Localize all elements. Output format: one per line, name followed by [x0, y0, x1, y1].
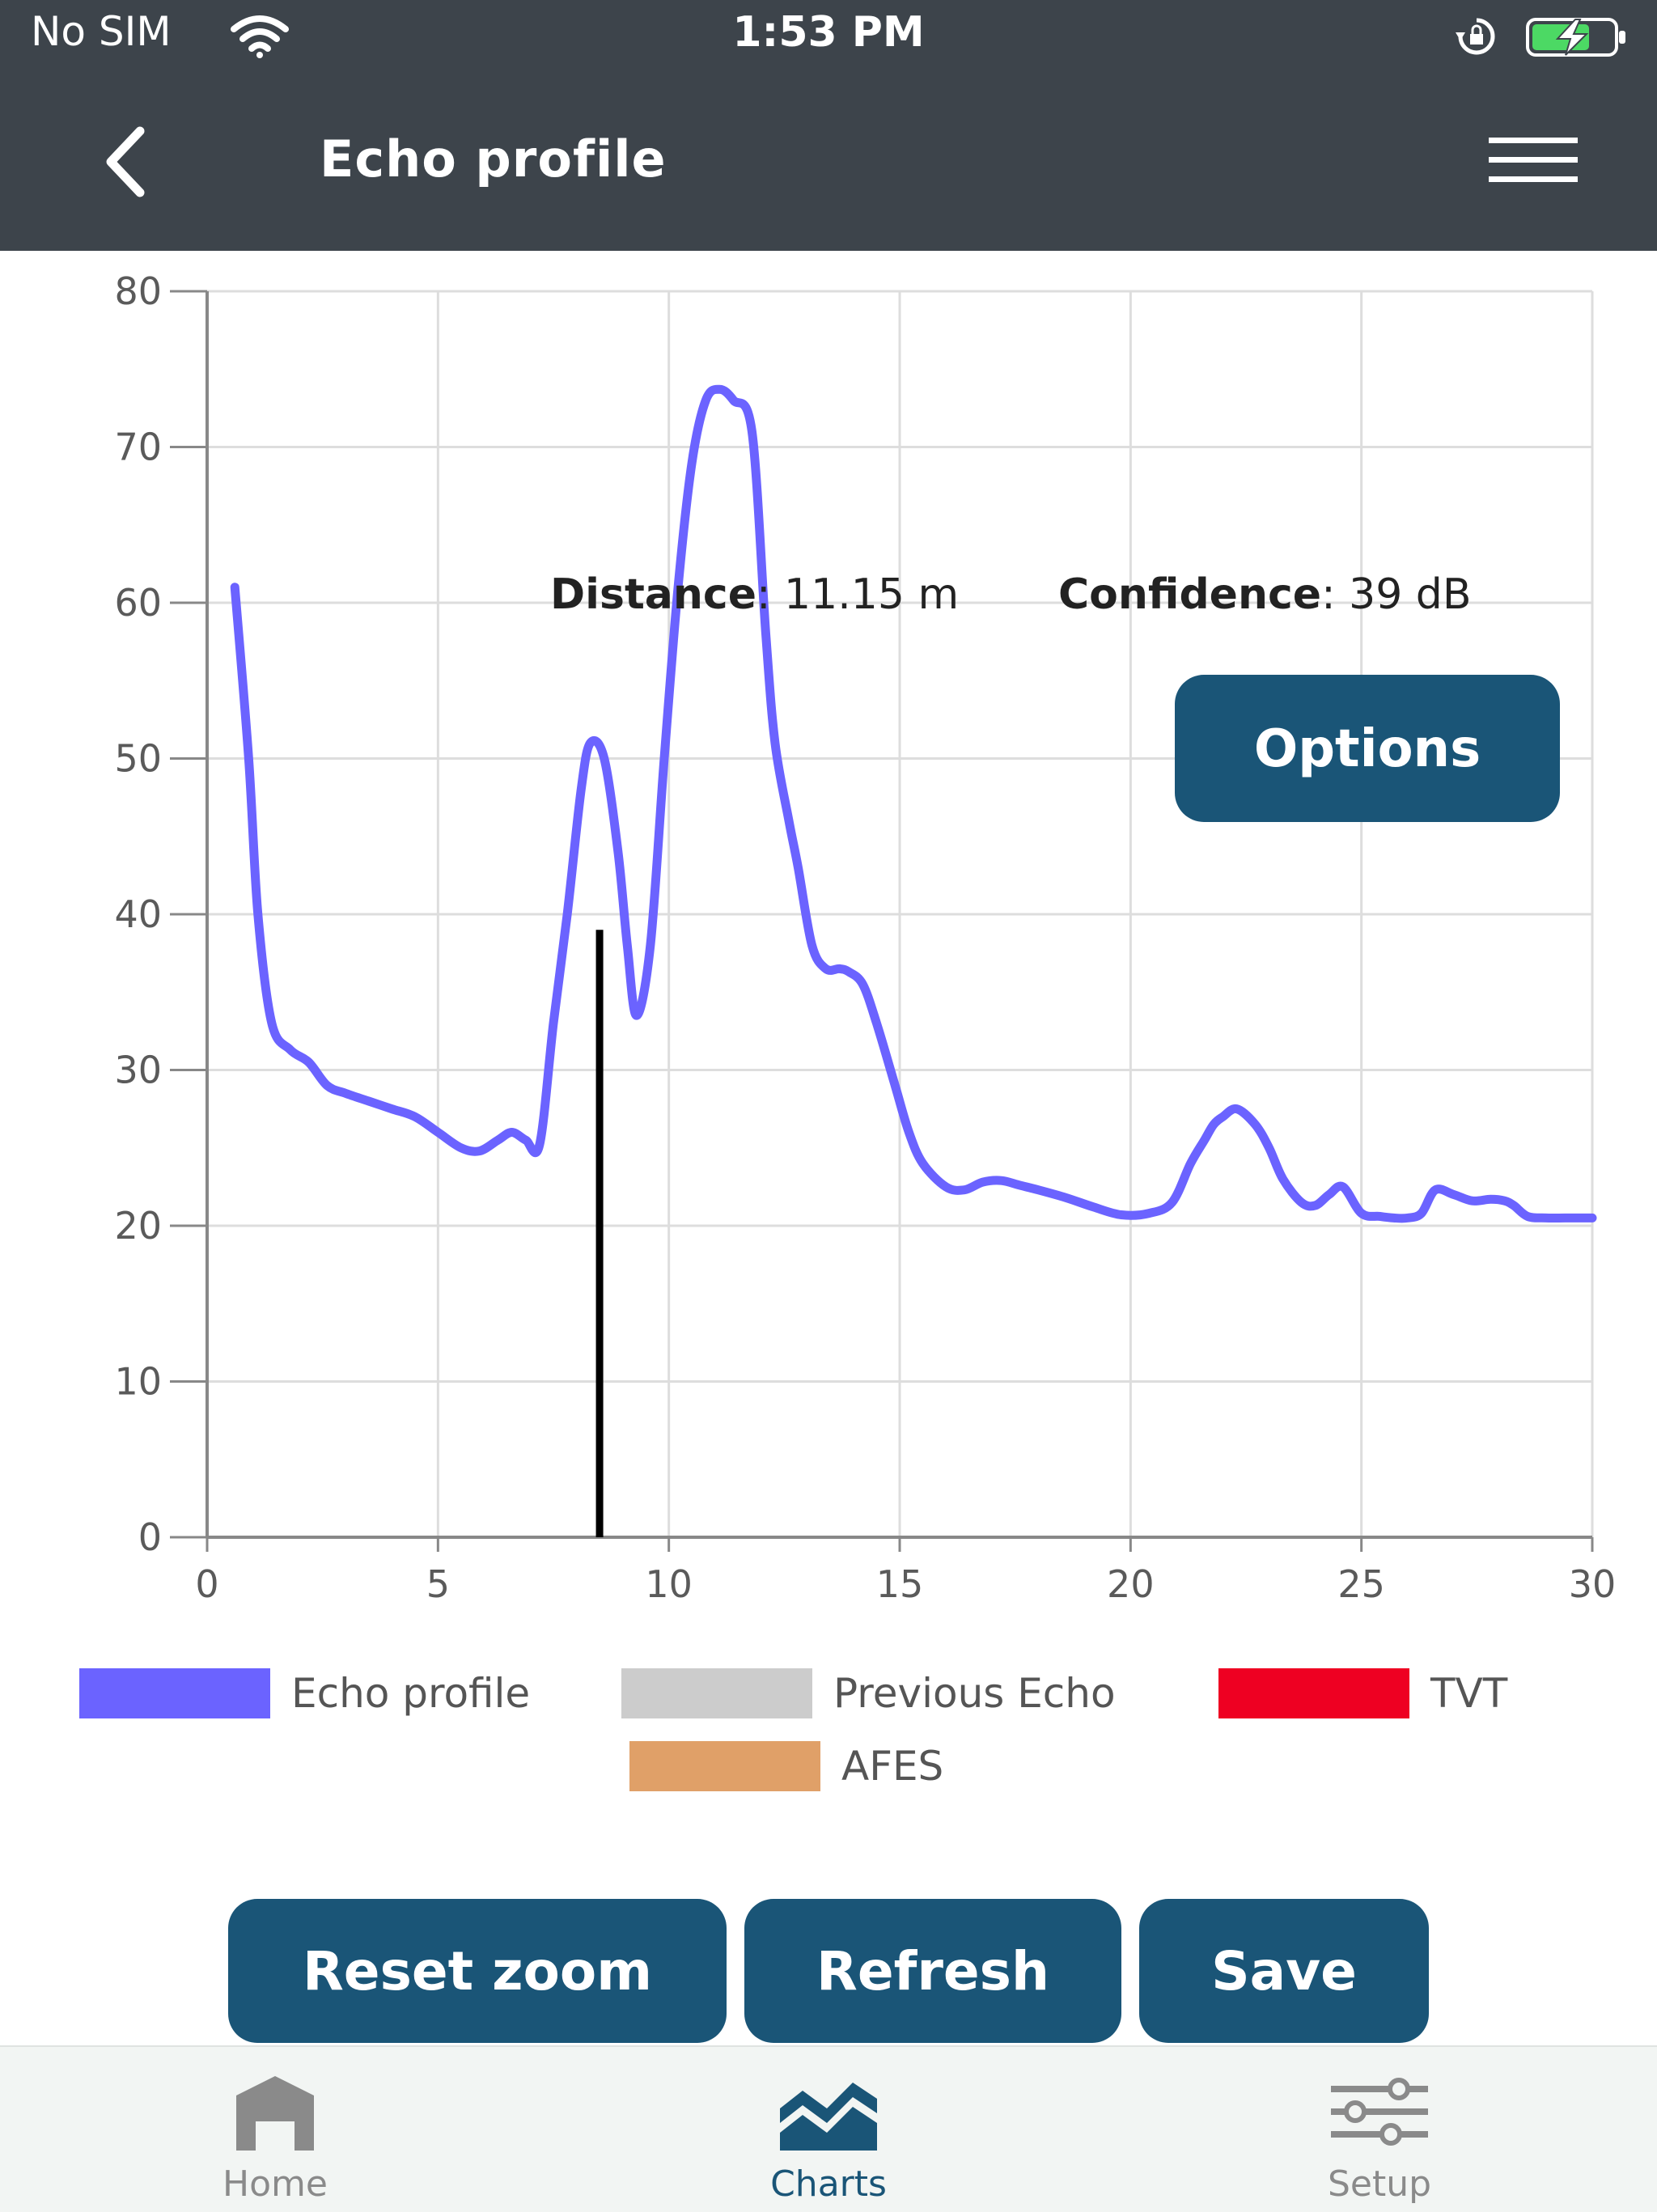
- back-chevron-icon[interactable]: [93, 121, 158, 202]
- tab-setup-label: Setup: [1327, 2163, 1432, 2205]
- tab-charts-label: Charts: [770, 2163, 887, 2205]
- x-tick-label-1: 5: [426, 1562, 450, 1606]
- x-tick-label-5: 25: [1337, 1562, 1385, 1606]
- confidence-value: : 39 dB: [1321, 570, 1472, 619]
- status-bar: No SIM 1:53 PM: [0, 0, 1657, 73]
- refresh-button[interactable]: Refresh: [744, 1899, 1121, 2043]
- legend-label-3: AFES: [841, 1743, 943, 1790]
- reset-zoom-button[interactable]: Reset zoom: [228, 1899, 727, 2043]
- y-tick-label-2: 20: [114, 1204, 162, 1248]
- hamburger-menu-icon[interactable]: [1489, 138, 1578, 189]
- y-tick-label-0: 0: [138, 1515, 162, 1559]
- legend-swatch-3: [629, 1741, 820, 1791]
- y-tick-label-1: 10: [114, 1360, 162, 1404]
- navigation-bar: Echo profile: [0, 73, 1657, 251]
- y-tick-label-5: 50: [114, 737, 162, 781]
- page-title: Echo profile: [320, 129, 667, 189]
- legend-label-2: TVT: [1430, 1670, 1508, 1717]
- wifi-icon: [231, 15, 289, 58]
- clock: 1:53 PM: [732, 8, 925, 57]
- echo-profile-chart[interactable]: 0 10 20 30 40 50 60 70 80 0 5 10 15 20 25 30 Echo prof…: [0, 251, 1657, 1812]
- y-tick-label-4: 40: [114, 892, 162, 936]
- tab-home[interactable]: Home: [113, 2047, 437, 2212]
- options-button[interactable]: Options: [1175, 675, 1560, 822]
- x-axis-ticks: 0 5 10 15 20 25 30: [195, 1537, 1616, 1606]
- charts-icon: [780, 2083, 877, 2151]
- tab-bar: Home Charts Setup: [0, 2045, 1657, 2212]
- legend-swatch-2: [1218, 1668, 1409, 1718]
- confidence-label: Confidence: [1058, 570, 1322, 619]
- tab-home-label: Home: [222, 2163, 328, 2205]
- y-tick-label-8: 80: [114, 269, 162, 313]
- tab-charts[interactable]: Charts: [667, 2047, 990, 2212]
- x-tick-label-2: 10: [645, 1562, 693, 1606]
- chart-grid: [206, 290, 1594, 1539]
- distance-label: Distance: [550, 570, 756, 619]
- x-tick-label-3: 15: [876, 1562, 924, 1606]
- x-tick-label-6: 30: [1569, 1562, 1617, 1606]
- distance-value: : 11.15 m: [756, 570, 960, 619]
- x-tick-label-4: 20: [1107, 1562, 1155, 1606]
- save-button[interactable]: Save: [1139, 1899, 1429, 2043]
- echo-profile-series-line: [230, 384, 1597, 1223]
- y-tick-label-3: 30: [114, 1049, 162, 1092]
- tab-setup[interactable]: Setup: [1218, 2047, 1541, 2212]
- carrier-label: No SIM: [31, 8, 172, 55]
- legend-label-1: Previous Echo: [833, 1670, 1116, 1717]
- distance-readout: Distance: 11.15 m: [550, 570, 959, 619]
- legend-label-0: Echo profile: [291, 1670, 530, 1717]
- legend-swatch-0: [79, 1668, 270, 1718]
- chart-legend: Echo profile Previous Echo TVT AFES: [79, 1668, 1508, 1791]
- battery-icon: [1526, 18, 1625, 57]
- y-tick-label-7: 70: [114, 426, 162, 469]
- legend-swatch-1: [621, 1668, 812, 1718]
- y-tick-label-6: 60: [114, 581, 162, 625]
- y-axis-ticks: 0 10 20 30 40 50 60 70 80: [114, 269, 207, 1559]
- x-tick-label-0: 0: [195, 1562, 218, 1606]
- confidence-readout: Confidence: 39 dB: [1058, 570, 1472, 619]
- chart-series: [230, 384, 1597, 1223]
- sliders-icon: [1331, 2078, 1428, 2146]
- rotation-lock-icon: [1456, 18, 1495, 55]
- home-icon: [236, 2076, 314, 2151]
